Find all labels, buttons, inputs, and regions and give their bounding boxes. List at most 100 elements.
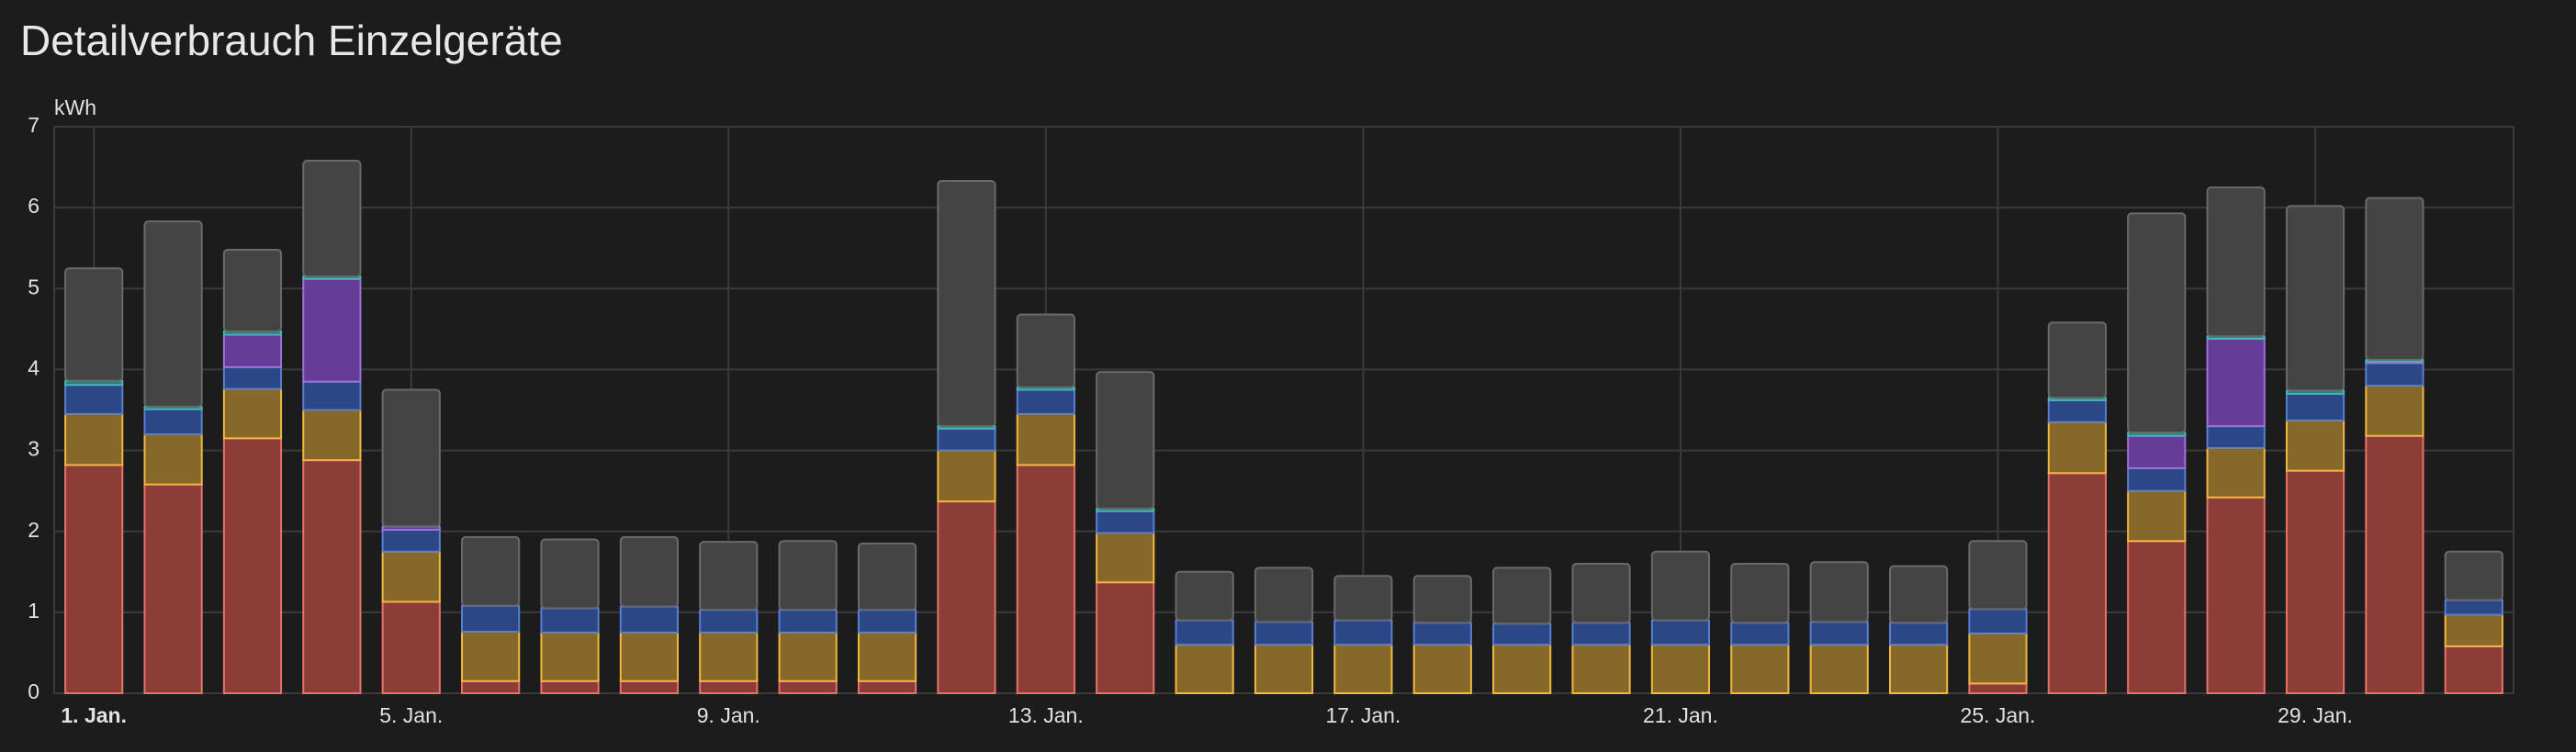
bar-segment xyxy=(2206,186,2266,338)
bar-segment xyxy=(1888,622,1949,646)
bar-segment xyxy=(937,500,996,695)
bar-segment xyxy=(1412,622,1472,646)
y-tick-label: 1 xyxy=(28,599,39,623)
bar-segment xyxy=(381,600,441,694)
bar-segment xyxy=(2444,613,2503,647)
bar-segment xyxy=(64,412,124,466)
bar-segment xyxy=(2285,419,2345,472)
bar-segment xyxy=(222,248,283,333)
bar-segment xyxy=(1650,550,1711,622)
y-tick-label: 5 xyxy=(28,275,39,298)
bar-segment xyxy=(461,604,521,634)
bar-segment xyxy=(381,550,441,603)
bar-segment xyxy=(619,679,680,694)
x-tick-label: 17. Jan. xyxy=(1325,703,1400,727)
bar-segment xyxy=(2047,472,2107,694)
bar-segment xyxy=(1968,608,2028,634)
bar-segment xyxy=(937,427,996,452)
bar-segment xyxy=(619,631,680,682)
bar-segment xyxy=(64,464,124,694)
bar-segment xyxy=(2444,645,2503,694)
bar-segment xyxy=(1809,644,1869,694)
bar-segment xyxy=(1888,644,1949,694)
bar-segment xyxy=(461,679,521,694)
x-tick-label: 25. Jan. xyxy=(1961,703,2036,727)
bar-segment xyxy=(2127,489,2187,543)
x-tick-label: 29. Jan. xyxy=(2278,703,2353,727)
bar-segment xyxy=(222,333,283,368)
bar-segment xyxy=(540,607,600,634)
y-tick-label: 4 xyxy=(28,356,39,380)
y-tick-label: 7 xyxy=(28,113,39,137)
bar-segment xyxy=(1888,565,1949,624)
bar-segment xyxy=(699,631,759,682)
bar-segment xyxy=(1730,644,1790,694)
bar-segment xyxy=(2206,337,2266,428)
bar-segment xyxy=(1016,388,1075,415)
bar-segment xyxy=(1333,644,1393,694)
bar-segment xyxy=(2047,421,2107,475)
bar-segment xyxy=(778,679,838,694)
bar-segment xyxy=(64,384,124,415)
bar-segment xyxy=(1968,540,2028,611)
y-tick-label: 2 xyxy=(28,518,39,542)
bar-segment xyxy=(1096,532,1155,584)
bar-segment xyxy=(2444,599,2503,616)
bar-segment xyxy=(2365,385,2424,437)
bar-segment xyxy=(857,631,917,682)
bar-segment xyxy=(1650,644,1711,694)
bar-segment xyxy=(143,483,203,694)
bar-segment xyxy=(143,408,203,435)
bar-segment xyxy=(222,365,283,390)
bar-segment xyxy=(381,388,441,528)
bar-segment xyxy=(302,160,362,278)
bar-segment xyxy=(302,409,362,462)
bar-segment xyxy=(2127,434,2187,469)
bar-segment xyxy=(1175,619,1234,646)
bar-segment xyxy=(1412,575,1472,624)
bar-segment xyxy=(461,631,521,682)
bar-segment xyxy=(1016,412,1075,466)
bar-segment xyxy=(1254,621,1314,646)
bar-segment xyxy=(1254,567,1314,623)
bar-segment xyxy=(857,609,917,634)
bar-segment xyxy=(2206,425,2266,449)
bar-segment xyxy=(2127,212,2187,434)
bar-segment xyxy=(1968,632,2028,685)
bar-segment xyxy=(2285,205,2345,392)
bar-segment xyxy=(2047,398,2107,423)
bar-segment xyxy=(143,432,203,486)
x-tick-label: 5. Jan. xyxy=(379,703,443,727)
bar-segment xyxy=(1809,621,1869,646)
bar-segment xyxy=(302,380,362,411)
chart-title: Detailverbrauch Einzelgeräte xyxy=(20,17,563,64)
y-tick-label: 6 xyxy=(28,194,39,218)
bar-segment xyxy=(1096,371,1155,511)
y-tick-label: 3 xyxy=(28,437,39,461)
bar-segment xyxy=(2047,321,2107,399)
bar-segment xyxy=(699,541,759,612)
bar-segment xyxy=(1809,561,1869,623)
bar-segment xyxy=(619,535,680,608)
bar-segment xyxy=(1571,644,1631,694)
bar-segment xyxy=(540,538,600,610)
bar-segment xyxy=(1175,570,1234,622)
bar-segment xyxy=(222,387,283,440)
bar-segment xyxy=(2365,434,2424,694)
bar-segment xyxy=(1650,619,1711,646)
bar-segment xyxy=(937,180,996,428)
x-tick-label: 9. Jan. xyxy=(697,703,760,727)
bar-segment xyxy=(1571,622,1631,646)
bar-segment xyxy=(2285,469,2345,694)
bar-segment xyxy=(857,542,917,612)
bar-segment xyxy=(143,220,203,408)
bar-segment xyxy=(778,631,838,682)
bar-segment xyxy=(1492,567,1552,625)
bar-segment xyxy=(1096,510,1155,534)
bar-segment xyxy=(2444,550,2503,601)
bar-segment xyxy=(2285,392,2345,421)
bar-segment xyxy=(540,631,600,682)
bar-segment xyxy=(1412,644,1472,694)
bar-segment xyxy=(699,679,759,694)
